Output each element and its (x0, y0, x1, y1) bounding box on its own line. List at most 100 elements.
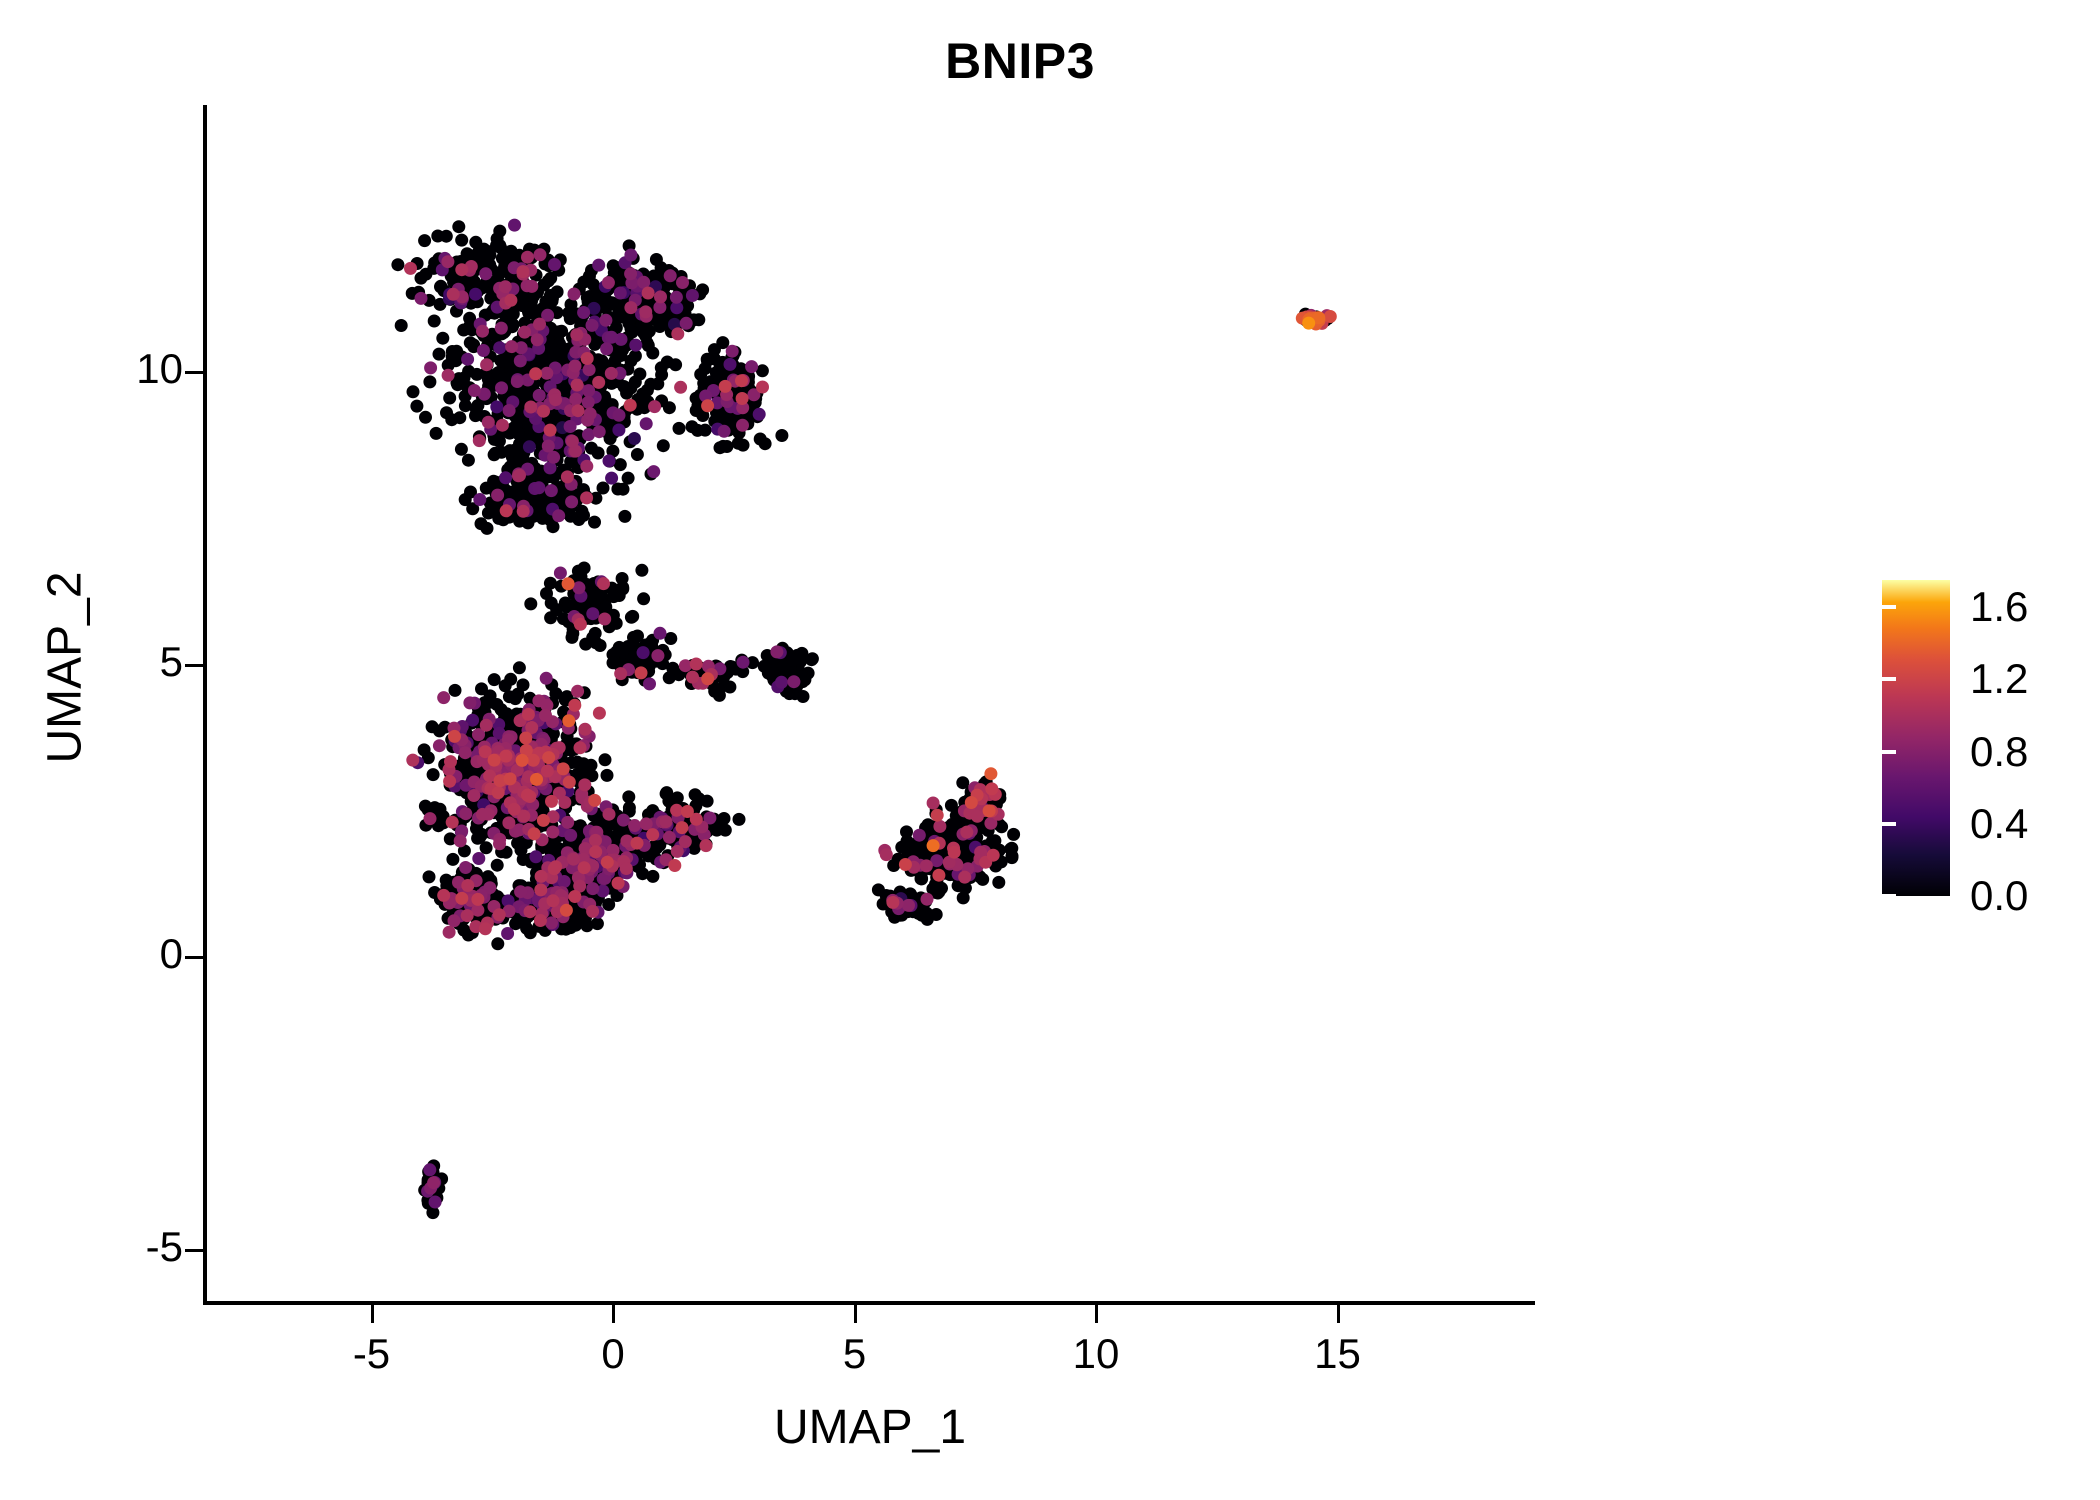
scatter-point (573, 617, 587, 631)
scatter-point (717, 812, 731, 825)
scatter-point (723, 357, 737, 371)
scatter-point (933, 819, 947, 833)
scatter-point (984, 816, 998, 830)
scatter-point (476, 324, 489, 338)
scatter-point (459, 807, 473, 821)
scatter-point (494, 321, 508, 335)
scatter-point (423, 812, 437, 826)
scatter-point (786, 653, 800, 667)
scatter-point (612, 423, 626, 437)
scatter-point (619, 862, 633, 875)
scatter-point (580, 491, 594, 505)
scatter-point (589, 491, 603, 505)
colorbar-tick-mark (1868, 605, 1882, 610)
scatter-point (605, 471, 619, 485)
scatter-point (689, 657, 703, 671)
scatter-point (513, 468, 526, 482)
colorbar-tick-mark (1882, 677, 1896, 682)
scatter-point (653, 626, 667, 640)
scatter-point (989, 859, 1003, 873)
scatter-point (627, 432, 641, 445)
page-title: BNIP3 (945, 33, 1095, 89)
scatter-point (758, 437, 772, 451)
scatter-point (533, 429, 546, 443)
y-axis-line (203, 105, 207, 1305)
scatter-point (493, 774, 507, 788)
scatter-point (460, 909, 474, 923)
scatter-point (448, 729, 461, 743)
scatter-point (636, 646, 650, 660)
scatter-point (479, 267, 493, 281)
scatter-point (472, 434, 486, 448)
scatter-point (446, 852, 460, 866)
colorbar-tick-mark (1868, 677, 1882, 682)
scatter-point (589, 845, 603, 859)
scatter-point (639, 305, 653, 319)
scatter-point (634, 666, 648, 680)
scatter-point (612, 408, 626, 422)
scatter-point (539, 671, 553, 685)
scatter-point (585, 769, 599, 783)
scatter-point (458, 746, 472, 760)
scatter-point (958, 844, 971, 858)
scatter-point (455, 824, 469, 838)
scatter-point (736, 418, 749, 432)
scatter-point (391, 258, 405, 272)
scatter-point (585, 318, 599, 332)
scatter-point (588, 515, 601, 529)
scatter-point (559, 903, 573, 917)
y-tick-label: 0 (159, 930, 183, 977)
scatter-point (514, 341, 528, 355)
scatter-point (488, 475, 502, 489)
x-tick-mark (1095, 1305, 1098, 1323)
scatter-point (637, 326, 651, 340)
scatter-point (512, 661, 526, 675)
scatter-point (461, 453, 475, 467)
scatter-point (912, 828, 926, 842)
scatter-point (567, 287, 581, 301)
scatter-point (515, 299, 529, 313)
scatter-point (660, 355, 674, 369)
colorbar-tick-mark (1882, 894, 1896, 898)
scatter-point (651, 649, 665, 663)
scatter-point (944, 798, 958, 812)
scatter-point (516, 504, 530, 518)
scatter-point (461, 352, 475, 366)
scatter-point (590, 917, 604, 931)
scatter-point (602, 807, 616, 821)
scatter-point (564, 921, 577, 935)
scatter-point (562, 306, 576, 320)
scatter-point (504, 293, 518, 307)
scatter-point (441, 358, 455, 372)
scatter-point (898, 858, 912, 871)
scatter-point (467, 384, 481, 397)
scatter-point (562, 775, 576, 789)
scatter-point (406, 385, 420, 399)
scatter-point (637, 275, 651, 289)
scatter-point (428, 1195, 442, 1209)
scatter-point (544, 484, 558, 498)
y-axis-title: UMAP_2 (38, 571, 92, 764)
scatter-point (685, 420, 699, 434)
scatter-point (463, 319, 477, 333)
scatter-point (942, 855, 956, 869)
scatter-point (453, 834, 467, 848)
scatter-point (501, 894, 515, 908)
scatter-point (513, 453, 527, 467)
scatter-point (586, 882, 600, 896)
colorbar-tick-mark (1868, 821, 1882, 826)
scatter-point (668, 859, 682, 872)
scatter-point (725, 660, 739, 674)
scatter-point (440, 406, 453, 420)
scatter-point (525, 721, 539, 734)
y-tick-label: 5 (159, 637, 183, 685)
colorbar-tick-mark (1868, 749, 1882, 754)
scatter-point (469, 402, 483, 416)
scatter-point (805, 652, 819, 666)
scatter-point (550, 603, 564, 617)
scatter-point (639, 817, 653, 831)
scatter-point (441, 368, 455, 382)
scatter-point (530, 333, 544, 347)
scatter-point (567, 852, 580, 866)
scatter-point (432, 739, 446, 753)
